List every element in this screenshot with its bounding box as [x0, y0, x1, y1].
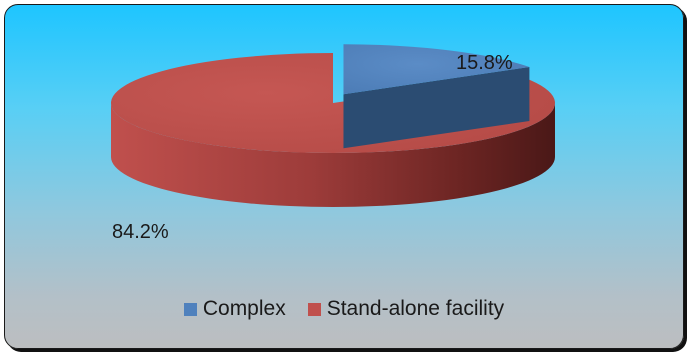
- chart-frame: 15.8% 84.2% Complex Stand-alone facility: [4, 4, 684, 349]
- pie-chart: 15.8% 84.2%: [111, 44, 556, 243]
- legend-swatch-complex: [183, 302, 197, 316]
- legend-item-standalone: Stand-alone facility: [307, 297, 505, 321]
- pie-slice-wall-complex: [343, 66, 530, 149]
- legend-item-complex: Complex: [183, 297, 286, 321]
- pie-slice-complex: [343, 44, 530, 95]
- legend-swatch-standalone: [307, 302, 321, 316]
- data-label-complex: 15.8%: [456, 52, 513, 74]
- legend: Complex Stand-alone facility: [5, 297, 683, 321]
- legend-label-standalone: Stand-alone facility: [326, 297, 505, 320]
- data-label-standalone: 84.2%: [112, 221, 169, 243]
- pie-slice-side-standalone: [111, 103, 555, 207]
- legend-label-complex: Complex: [202, 297, 286, 320]
